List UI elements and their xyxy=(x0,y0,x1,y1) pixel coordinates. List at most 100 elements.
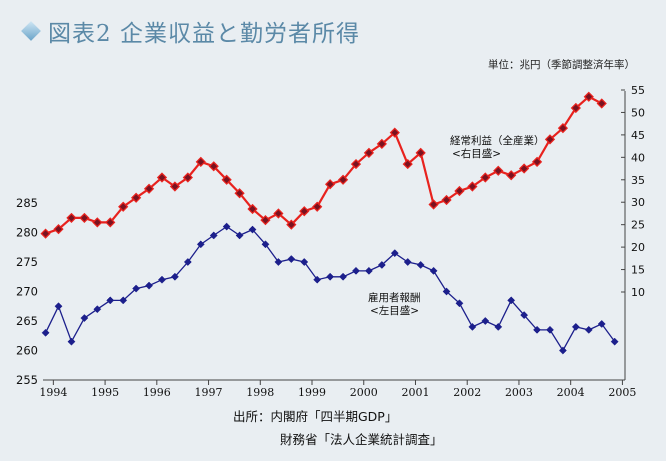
profit-series-label: 経常利益（全産業） xyxy=(450,134,545,147)
wages-data-point xyxy=(442,287,451,296)
profit-data-point xyxy=(53,224,64,235)
wages-data-point xyxy=(158,275,166,284)
wages-data-point xyxy=(196,240,205,249)
profit-data-point xyxy=(221,174,232,185)
profit-data-point xyxy=(531,156,543,167)
x-tick-label: 2002 xyxy=(453,386,481,399)
chart-title-text: 図表2 企業収益と勤労者所得 xyxy=(48,21,360,47)
wages-data-point xyxy=(481,317,490,325)
wages-data-point xyxy=(209,231,218,240)
profit-data-point xyxy=(350,158,362,170)
wages-data-point xyxy=(429,266,438,275)
left-tick-label: 270 xyxy=(16,285,38,299)
x-tick-label: 1998 xyxy=(246,386,274,399)
profit-data-point xyxy=(234,188,245,199)
right-tick-label: 40 xyxy=(631,151,645,164)
right-tick-label: 55 xyxy=(631,84,645,97)
wages-data-point xyxy=(222,222,231,231)
wages-data-point xyxy=(468,322,477,331)
chart-title: 図表2 企業収益と勤労者所得 xyxy=(18,14,360,48)
wages-data-point xyxy=(67,337,76,346)
wages-data-point xyxy=(455,299,464,308)
right-tick-label: 50 xyxy=(631,106,645,119)
profit-data-point xyxy=(79,212,90,224)
wages-data-point xyxy=(41,328,50,337)
right-tick-label: 15 xyxy=(631,264,645,277)
source-line-2: 財務省「法人企業統計調査」 xyxy=(280,432,443,447)
profit-axis-note: <右目盛> xyxy=(452,147,501,160)
wages-data-point xyxy=(558,346,567,355)
wages-data-point xyxy=(274,258,283,266)
wages-data-point xyxy=(93,305,102,314)
wages-data-point xyxy=(248,225,257,234)
profit-data-point xyxy=(402,158,413,170)
wages-data-point xyxy=(170,272,179,281)
x-tick-label: 2005 xyxy=(608,386,636,399)
right-tick-label: 25 xyxy=(631,219,645,232)
profit-data-point xyxy=(557,123,569,134)
right-tick-label: 20 xyxy=(631,241,645,254)
wages-axis-note: <左目盛> xyxy=(370,304,419,317)
profit-data-point xyxy=(441,194,452,206)
wages-data-point xyxy=(390,249,399,258)
wages-data-point xyxy=(494,322,503,331)
wages-data-point xyxy=(313,275,322,284)
left-tick-label: 275 xyxy=(16,255,38,269)
profit-data-point xyxy=(66,212,77,224)
wages-data-point xyxy=(287,255,296,264)
wages-data-point xyxy=(364,266,373,275)
wages-data-point xyxy=(377,260,386,269)
profit-data-point xyxy=(428,199,439,210)
profit-data-point xyxy=(169,181,181,192)
wages-data-point xyxy=(610,337,619,346)
right-tick-label: 45 xyxy=(631,129,645,142)
wages-data-point xyxy=(261,240,270,249)
profit-data-point xyxy=(467,181,478,192)
profit-data-point xyxy=(376,138,387,149)
profit-data-point xyxy=(273,208,284,219)
profit-series-line xyxy=(45,95,603,235)
wages-data-point xyxy=(571,322,580,331)
profit-data-point xyxy=(156,172,168,183)
profit-data-point xyxy=(544,134,556,145)
x-tick-label: 1994 xyxy=(39,386,67,399)
profit-data-point xyxy=(506,170,517,181)
x-tick-label: 2004 xyxy=(557,386,585,399)
wages-data-point xyxy=(507,296,516,305)
x-tick-label: 2003 xyxy=(505,386,533,399)
profit-data-point xyxy=(480,172,491,183)
right-tick-label: 30 xyxy=(631,196,645,209)
profit-data-point xyxy=(182,172,193,183)
profit-data-point xyxy=(143,183,155,194)
wages-data-point xyxy=(533,325,542,334)
right-tick-label: 10 xyxy=(631,286,645,299)
wages-data-point xyxy=(597,319,606,328)
wages-data-point xyxy=(326,272,335,281)
profit-data-point xyxy=(389,127,400,138)
wages-data-point xyxy=(54,302,63,311)
profit-data-point xyxy=(337,174,349,185)
wages-data-point xyxy=(352,266,360,275)
profit-data-point xyxy=(363,147,375,158)
wages-series-label: 雇用者報酬 xyxy=(368,291,421,304)
profit-data-point xyxy=(325,179,336,190)
wages-data-point xyxy=(235,231,244,240)
profit-data-point xyxy=(118,201,129,212)
source-line-1: 出所：内閣府「四半期GDP」 xyxy=(233,409,398,424)
wages-data-point xyxy=(80,314,89,323)
profit-data-point xyxy=(299,206,310,217)
wages-series-line xyxy=(45,225,616,352)
wages-data-point xyxy=(119,296,128,305)
right-tick-label: 35 xyxy=(631,174,645,187)
profit-data-point xyxy=(247,203,258,215)
x-tick-label: 2001 xyxy=(401,386,429,399)
profit-data-point xyxy=(493,165,504,176)
profit-data-point xyxy=(596,98,607,109)
profit-data-point xyxy=(40,228,51,239)
wages-data-point xyxy=(132,284,141,293)
wages-data-point xyxy=(416,260,425,269)
wages-data-point xyxy=(300,258,309,266)
unit-note: 単位：兆円（季節調整済年率） xyxy=(488,59,635,71)
profit-data-point xyxy=(519,163,530,174)
x-tick-label: 2000 xyxy=(350,386,378,399)
